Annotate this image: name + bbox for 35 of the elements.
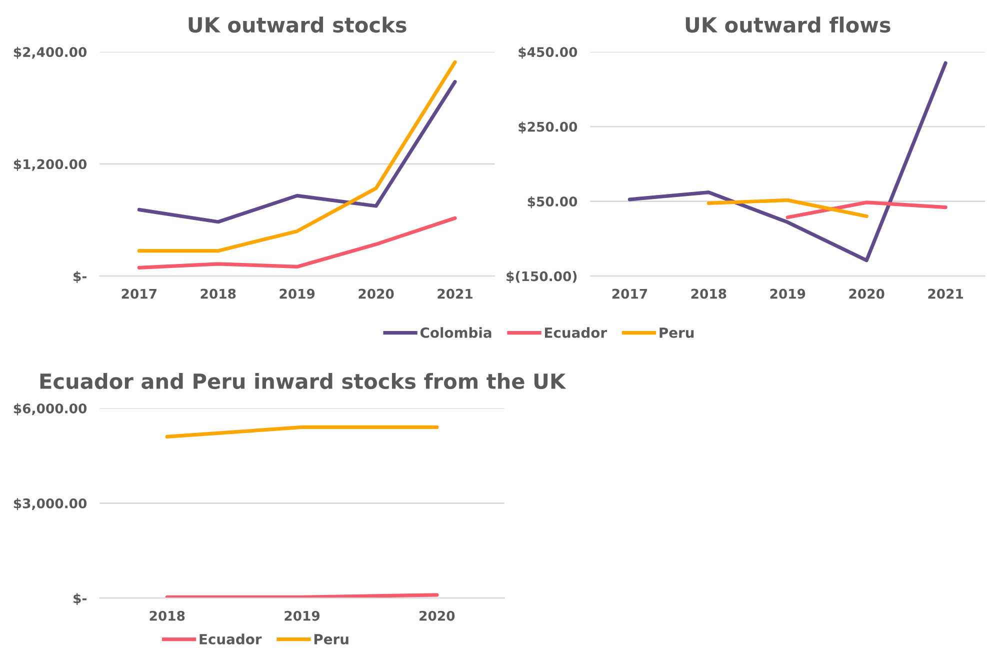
chart-title: UK outward flows: [686, 16, 890, 33]
legend-label: Peru: [660, 328, 694, 338]
y-tick-label: $450.00: [518, 46, 578, 59]
legend-label: Colombia: [420, 327, 492, 338]
legend-label: Peru: [314, 634, 348, 644]
y-tick-label: $(150.00): [506, 271, 577, 283]
y-tick-label: $6,000.00: [14, 403, 87, 416]
y-tick-label: $-: [74, 271, 86, 283]
x-tick-label: 2018: [691, 288, 726, 299]
line-series: [628, 61, 948, 262]
legend-label: Ecuador: [544, 327, 607, 338]
legend-label: Ecuador: [200, 634, 262, 644]
x-tick-label: 2017: [612, 288, 648, 299]
y-tick-label: $3,000.00: [14, 498, 87, 510]
x-tick-label: 2017: [122, 288, 156, 299]
line-series: [137, 216, 457, 270]
x-tick-label: 2018: [200, 288, 236, 299]
x-tick-label: 2018: [150, 610, 185, 621]
x-tick-label: 2021: [438, 288, 472, 299]
x-tick-label: 2020: [358, 288, 394, 299]
chart-title: Ecuador and Peru inward stocks from the UK: [40, 372, 566, 390]
line-series: [137, 60, 457, 253]
y-tick-label: $2,400.00: [14, 46, 87, 59]
y-tick-label: $1,200.00: [14, 158, 87, 171]
y-tick-label: $250.00: [518, 122, 578, 134]
y-tick-label: $50.00: [528, 196, 578, 208]
y-tick-label: $-: [74, 593, 86, 606]
x-tick-label: 2020: [849, 288, 884, 299]
x-tick-label: 2020: [420, 610, 455, 621]
x-tick-label: 2019: [770, 288, 806, 299]
line-series: [137, 80, 457, 224]
x-tick-label: 2021: [928, 288, 963, 299]
x-tick-label: 2019: [280, 288, 315, 299]
chart-title: UK outward stocks: [188, 16, 406, 33]
x-tick-label: 2019: [284, 610, 320, 621]
